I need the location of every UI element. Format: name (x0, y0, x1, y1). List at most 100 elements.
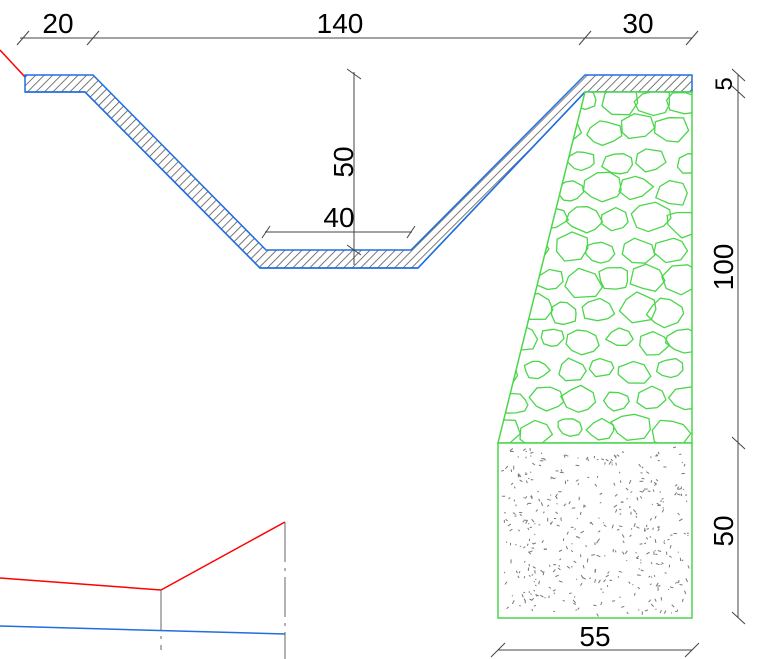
dim-tick-bottom-right (406, 225, 416, 239)
concrete-speckle (563, 503, 567, 507)
concrete-speckle (596, 613, 599, 617)
concrete-speckle (566, 479, 569, 482)
concrete-speckle (661, 562, 664, 565)
concrete-speckle (626, 611, 629, 615)
concrete-speckle (661, 498, 664, 500)
concrete-speckle (632, 584, 634, 586)
concrete-speckle (527, 477, 530, 480)
rubble-stone (661, 264, 692, 296)
concrete-speckle (538, 464, 542, 467)
concrete-speckle (575, 536, 578, 538)
concrete-speckle (599, 492, 603, 495)
concrete-speckle (614, 550, 617, 553)
concrete-speckle (527, 551, 532, 555)
concrete-speckle (650, 603, 655, 608)
rubble-stone (588, 357, 615, 378)
concrete-speckle (609, 579, 613, 582)
dim-label-140: 140 (317, 8, 364, 39)
concrete-speckle (559, 558, 562, 561)
concrete-speckle (610, 458, 614, 462)
concrete-speckle (649, 517, 653, 521)
concrete-speckle (613, 454, 616, 458)
concrete-speckle (655, 608, 657, 610)
rubble-stone (528, 386, 565, 412)
concrete-speckle (582, 564, 585, 569)
concrete-speckle (681, 461, 684, 464)
concrete-speckle (613, 482, 616, 486)
concrete-speckle (515, 543, 517, 546)
concrete-speckle (656, 502, 661, 506)
rubble-stone (565, 206, 604, 234)
concrete-speckle (542, 571, 545, 576)
concrete-speckle (538, 498, 541, 502)
concrete-speckle (522, 448, 526, 452)
concrete-speckle (586, 558, 589, 563)
concrete-speckle (648, 575, 651, 578)
rubble-stone (618, 175, 655, 201)
concrete-speckle (635, 555, 640, 559)
concrete-speckle (667, 538, 670, 541)
concrete-speckle (568, 592, 572, 595)
concrete-speckle (678, 518, 683, 522)
rubble-stone (654, 179, 689, 206)
concrete-speckle (550, 494, 552, 496)
concrete-speckle (638, 568, 640, 570)
concrete-speckle (657, 526, 660, 529)
concrete-speckle (640, 472, 643, 474)
concrete-speckle (639, 543, 643, 545)
rubble-stone (604, 327, 635, 346)
concrete-speckle (683, 463, 686, 467)
concrete-speckle (684, 590, 687, 595)
concrete-speckle (556, 503, 558, 505)
concrete-speckle (598, 579, 601, 584)
concrete-speckle (618, 471, 621, 474)
rubble-stone (582, 171, 622, 203)
concrete-speckle (589, 577, 592, 580)
concrete-speckle (530, 495, 533, 498)
concrete-speckle (669, 555, 672, 558)
concrete-speckle (602, 591, 604, 594)
concrete-speckle (628, 479, 632, 484)
rubble-stone (558, 357, 587, 382)
concrete-speckle (596, 554, 601, 558)
concrete-speckle (643, 542, 647, 545)
concrete-speckle (591, 554, 595, 556)
concrete-speckle (530, 451, 534, 454)
rubble-stone (498, 238, 517, 266)
concrete-speckle (510, 482, 514, 486)
concrete-speckle (540, 502, 543, 507)
concrete-speckle (674, 581, 678, 584)
dim-label-55: 55 (579, 621, 610, 652)
concrete-speckle (539, 594, 544, 598)
concrete-speckle (585, 545, 588, 548)
concrete-speckle (657, 451, 660, 455)
concrete-speckle (555, 574, 559, 578)
concrete-speckle (515, 570, 518, 574)
concrete-speckle (591, 523, 594, 526)
concrete-speckle (603, 524, 607, 527)
concrete-speckle (630, 491, 633, 493)
concrete-speckle (534, 523, 536, 525)
rubble-stone (498, 294, 518, 319)
concrete-speckle (522, 520, 525, 523)
concrete-speckle (511, 600, 515, 605)
concrete-speckle (531, 608, 534, 612)
rubble-stone (618, 291, 657, 324)
concrete-speckle (509, 528, 513, 532)
concrete-speckle (568, 501, 571, 505)
rubble-stone (653, 237, 689, 264)
concrete-speckle (558, 549, 563, 552)
dim-tick-right-2 (731, 85, 746, 99)
concrete-speckle (587, 476, 590, 479)
concrete-speckle (677, 512, 680, 516)
concrete-speckle (550, 476, 555, 480)
concrete-speckle (650, 576, 653, 578)
concrete-speckle (505, 465, 509, 470)
rubble-stone (630, 201, 672, 233)
concrete-speckle (679, 583, 683, 586)
rubble-stone (498, 120, 517, 146)
concrete-speckle (583, 504, 587, 508)
concrete-speckle (508, 497, 511, 500)
dim-label-40: 40 (323, 202, 354, 233)
concrete-speckle (614, 493, 618, 497)
